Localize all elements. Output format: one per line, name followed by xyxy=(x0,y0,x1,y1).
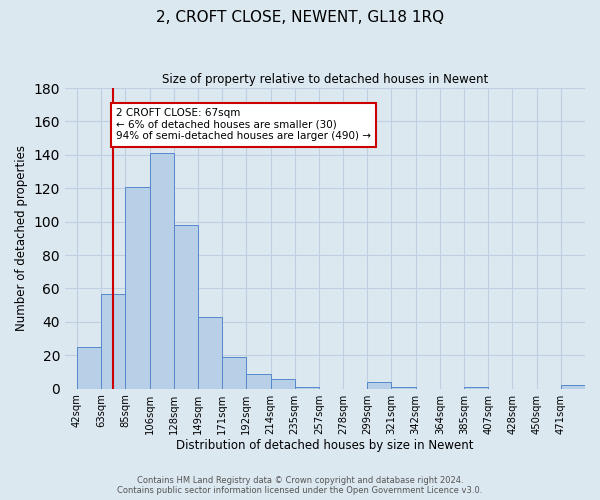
Title: Size of property relative to detached houses in Newent: Size of property relative to detached ho… xyxy=(162,72,488,86)
X-axis label: Distribution of detached houses by size in Newent: Distribution of detached houses by size … xyxy=(176,440,474,452)
Y-axis label: Number of detached properties: Number of detached properties xyxy=(15,146,28,332)
Bar xyxy=(367,382,391,388)
Text: 2, CROFT CLOSE, NEWENT, GL18 1RQ: 2, CROFT CLOSE, NEWENT, GL18 1RQ xyxy=(156,10,444,25)
Text: 2 CROFT CLOSE: 67sqm
← 6% of detached houses are smaller (30)
94% of semi-detach: 2 CROFT CLOSE: 67sqm ← 6% of detached ho… xyxy=(116,108,371,142)
Bar xyxy=(222,357,247,388)
Bar xyxy=(174,225,198,388)
Bar xyxy=(101,294,125,388)
Bar xyxy=(561,386,585,388)
Bar xyxy=(295,387,319,388)
Bar xyxy=(198,317,222,388)
Bar xyxy=(77,347,101,389)
Text: Contains HM Land Registry data © Crown copyright and database right 2024.
Contai: Contains HM Land Registry data © Crown c… xyxy=(118,476,482,495)
Bar xyxy=(391,387,416,388)
Bar xyxy=(464,387,488,388)
Bar xyxy=(247,374,271,388)
Bar xyxy=(271,378,295,388)
Bar xyxy=(149,153,174,388)
Bar xyxy=(125,186,149,388)
